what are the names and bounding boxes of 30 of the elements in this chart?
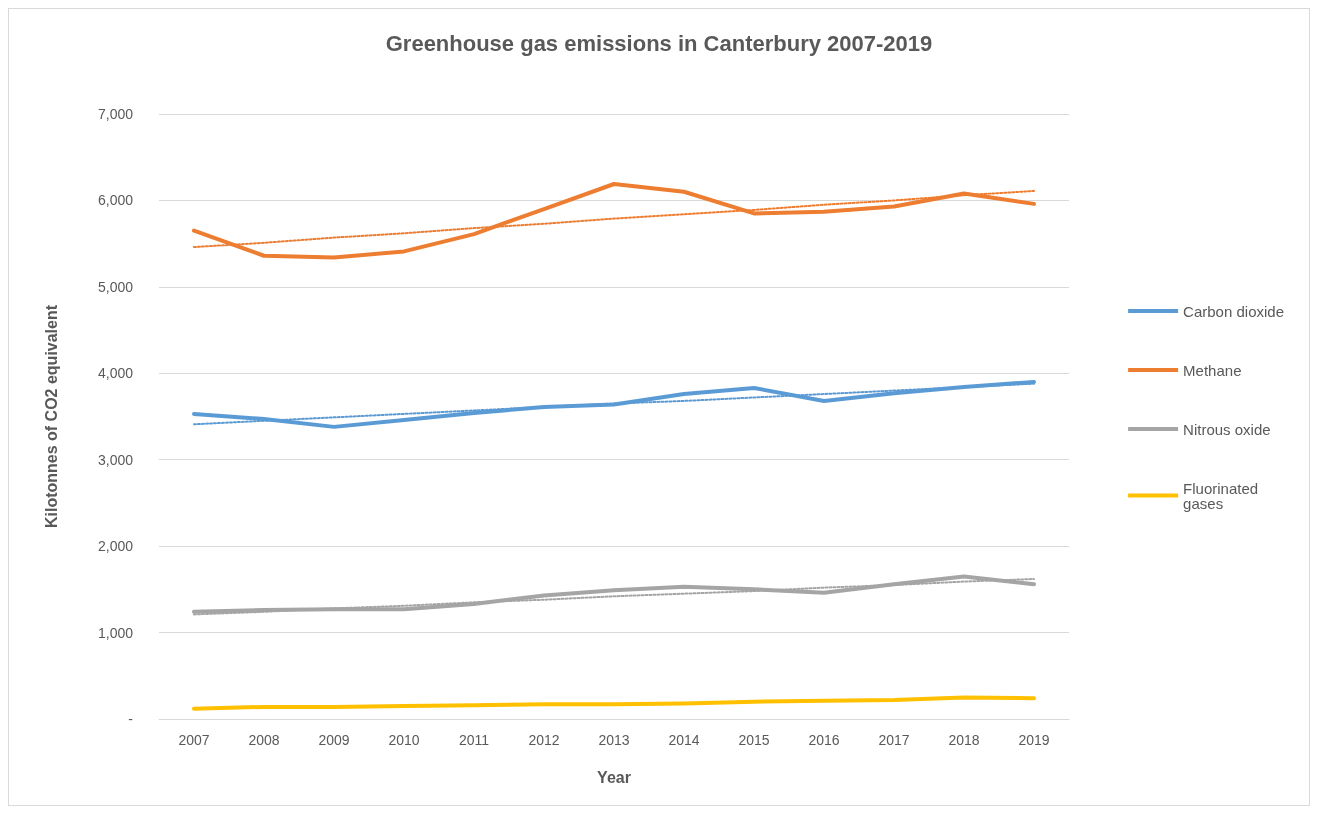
x-tick-label: 2007 xyxy=(178,732,210,748)
x-tick-label: 2017 xyxy=(878,732,910,748)
x-tick-label: 2011 xyxy=(458,732,490,748)
y-tick-label: 3,000 xyxy=(97,451,134,468)
x-tick-label: 2015 xyxy=(738,732,770,748)
x-tick-label: 2012 xyxy=(528,732,560,748)
y-tick-label: 2,000 xyxy=(97,538,134,555)
x-tick-label: 2016 xyxy=(808,732,840,748)
chart-title: Greenhouse gas emissions in Canterbury 2007-2019 xyxy=(385,30,933,56)
x-tick-label: 2008 xyxy=(248,732,280,748)
y-tick-label: 4,000 xyxy=(97,365,134,382)
legend-label: Carbon dioxide xyxy=(1183,302,1285,320)
y-tick-label: 7,000 xyxy=(97,106,134,122)
y-tick-label: 6,000 xyxy=(97,192,134,209)
legend-label: Fluorinated gases xyxy=(1183,479,1263,512)
y-tick-label: 5,000 xyxy=(97,278,134,295)
x-axis-title: Year xyxy=(597,768,631,786)
x-tick-label: 2018 xyxy=(948,732,980,748)
y-tick-label: 1,000 xyxy=(97,624,134,641)
x-tick-label: 2019 xyxy=(1018,732,1050,748)
legend-label: Methane xyxy=(1183,361,1242,379)
line-series xyxy=(192,695,1036,711)
x-tick-label: 2013 xyxy=(598,732,630,748)
legend-label: Nitrous oxide xyxy=(1183,420,1271,438)
y-tick-label: - xyxy=(128,711,134,727)
x-tick-label: 2010 xyxy=(388,732,420,748)
x-tick-label: 2009 xyxy=(318,732,350,748)
y-axis-title: Kilotonnes of CO2 equivalent xyxy=(42,304,60,529)
line-series xyxy=(192,182,1036,260)
x-tick-label: 2014 xyxy=(668,732,700,748)
